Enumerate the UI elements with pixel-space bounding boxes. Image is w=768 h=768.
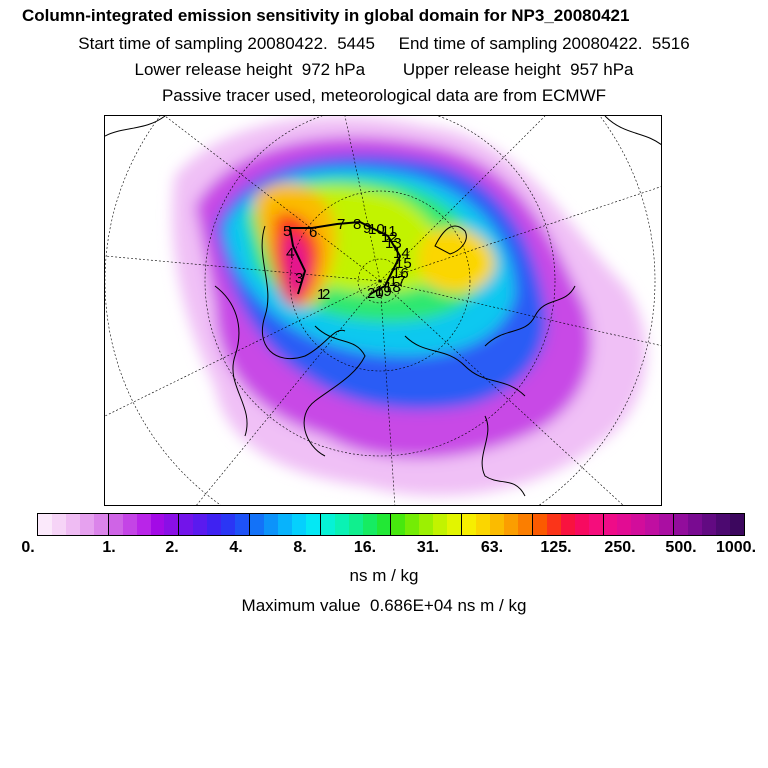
colorbar-swatch xyxy=(433,514,448,535)
sensitivity-map: 1 2 3 4 5 6 7 8 9 10 11 12 13 14 15 16 1… xyxy=(104,115,662,506)
tick-label: 4. xyxy=(229,539,243,556)
colorbar-swatch xyxy=(164,514,179,535)
track-label: 14 xyxy=(393,245,410,262)
release-height-line: Lower release height 972 hPa Upper relea… xyxy=(134,60,634,79)
colorbar-swatch xyxy=(348,514,363,535)
track-label: 6 xyxy=(309,224,317,241)
graticule xyxy=(105,116,661,505)
track-label: 18 xyxy=(384,279,401,296)
track-label: 11 xyxy=(381,223,397,240)
colorbar-swatch xyxy=(617,514,632,535)
colorbar-swatch xyxy=(319,514,335,535)
track-label: 2 xyxy=(322,286,330,303)
map-canvas: 1 2 3 4 5 6 7 8 9 10 11 12 13 14 15 16 1… xyxy=(105,116,661,505)
colorbar-tick-labels: 0. 1. 2. 4. 8. 16. 31. 63. 125. 250. 500… xyxy=(0,539,768,559)
colorbar-swatch xyxy=(688,514,703,535)
colorbar-swatch xyxy=(38,514,52,535)
tick-label: 0. xyxy=(21,539,35,556)
colorbar-swatch xyxy=(602,514,618,535)
colorbar-swatch xyxy=(546,514,561,535)
sensitivity-field xyxy=(172,116,647,496)
colorbar-swatch xyxy=(207,514,222,535)
colorbar-swatch xyxy=(574,514,589,535)
colorbar-swatch xyxy=(107,514,123,535)
colorbar-swatch xyxy=(221,514,236,535)
colorbar-swatch xyxy=(376,514,391,535)
colorbar-swatch xyxy=(277,514,292,535)
track-label: 20 xyxy=(367,285,384,302)
coastlines xyxy=(105,116,661,497)
colorbar-swatch xyxy=(729,514,744,535)
tick-label: 63. xyxy=(480,539,504,556)
colorbar-swatch xyxy=(716,514,730,535)
maximum-value-text: Maximum value 0.686E+04 ns m / kg xyxy=(241,596,527,615)
tick-label: 2. xyxy=(165,539,179,556)
plot-title: Column-integrated emission sensitivity i… xyxy=(22,6,630,25)
tick-label: 1000. xyxy=(715,539,757,556)
colorbar-swatch xyxy=(390,514,406,535)
tick-label: 31. xyxy=(416,539,440,556)
track-label: 13 xyxy=(385,235,402,252)
track-label: 4 xyxy=(286,245,294,262)
colorbar-swatch xyxy=(362,514,377,535)
colorbar-swatch xyxy=(249,514,264,535)
track-labels: 1 2 3 4 5 6 7 8 9 10 11 12 13 14 15 16 1… xyxy=(283,216,412,303)
colorbar-swatch xyxy=(588,514,603,535)
colorbar-swatch xyxy=(235,514,250,535)
tick-label: 1. xyxy=(102,539,116,556)
colorbar-swatch xyxy=(645,514,660,535)
colorbar-swatch xyxy=(122,514,137,535)
colorbar-swatch xyxy=(447,514,462,535)
track-label: 10 xyxy=(368,221,385,238)
track-label: 17 xyxy=(389,273,406,290)
colorbar-swatch xyxy=(659,514,674,535)
sampling-time-line: Start time of sampling 20080422. 5445 En… xyxy=(78,34,690,53)
colorbar xyxy=(37,513,745,536)
colorbar-swatch xyxy=(305,514,320,535)
track-label: 15 xyxy=(395,255,412,272)
colorbar-swatch xyxy=(503,514,518,535)
track-label: 8 xyxy=(353,216,361,233)
colorbar-swatch xyxy=(136,514,151,535)
colorbar-swatch xyxy=(405,514,420,535)
tick-label: 500. xyxy=(665,539,697,556)
colorbar-swatch xyxy=(461,514,477,535)
colorbar-swatch xyxy=(264,514,278,535)
colorbar-swatch xyxy=(673,514,689,535)
colorbar-swatch xyxy=(65,514,80,535)
tracer-info-line: Passive tracer used, meteorological data… xyxy=(161,86,607,105)
tick-label: 16. xyxy=(353,539,377,556)
colorbar-swatch xyxy=(517,514,532,535)
colorbar-swatch xyxy=(93,514,108,535)
track-label: 9 xyxy=(363,220,371,237)
flight-track xyxy=(288,220,402,295)
colorbar-swatch xyxy=(51,514,66,535)
colorbar-swatch xyxy=(419,514,434,535)
colorbar-swatch xyxy=(702,514,716,535)
track-label: 3 xyxy=(295,270,303,287)
track-label: 5 xyxy=(283,223,291,240)
tick-label: 250. xyxy=(604,539,636,556)
colorbar-swatch xyxy=(476,514,490,535)
colorbar-swatch xyxy=(631,514,646,535)
colorbar-swatch xyxy=(291,514,306,535)
colorbar-swatch xyxy=(79,514,94,535)
tick-label: 8. xyxy=(293,539,307,556)
colorbar-swatch xyxy=(560,514,575,535)
track-label: 7 xyxy=(337,216,345,233)
track-label: 1 xyxy=(317,286,325,303)
track-label: 19 xyxy=(375,283,392,300)
colorbar-swatch xyxy=(490,514,504,535)
colorbar-swatch xyxy=(334,514,349,535)
colorbar-swatch xyxy=(178,514,194,535)
track-label: 12 xyxy=(381,229,398,246)
colorbar-unit: ns m / kg xyxy=(349,566,419,585)
colorbar-swatch xyxy=(531,514,547,535)
colorbar-swatch xyxy=(150,514,165,535)
tick-label: 125. xyxy=(540,539,572,556)
track-label: 16 xyxy=(392,265,409,282)
colorbar-swatch xyxy=(193,514,208,535)
